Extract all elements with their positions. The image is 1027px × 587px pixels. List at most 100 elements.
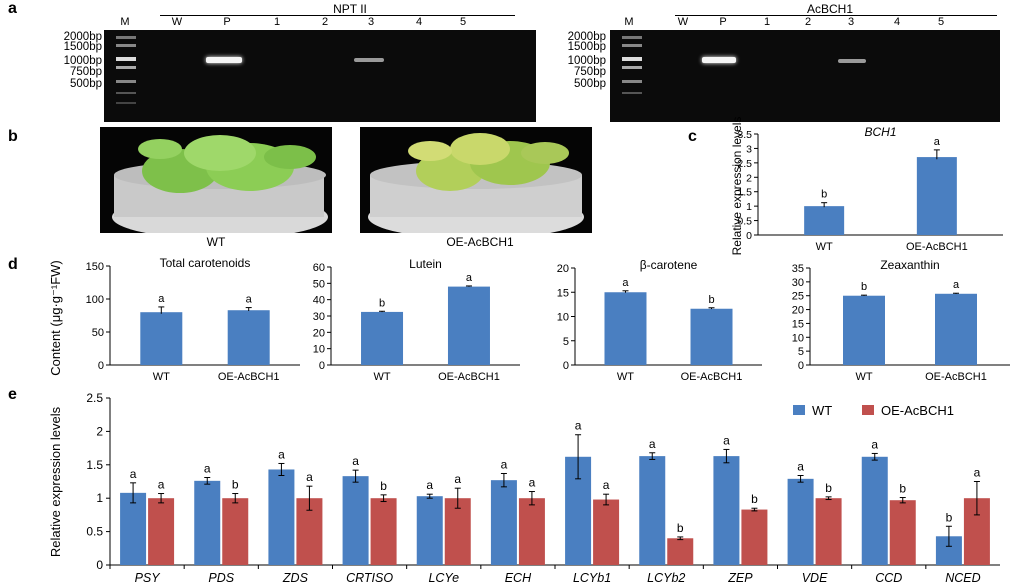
lane-label: 3 (847, 16, 855, 28)
x-tick-label: WT (373, 371, 390, 383)
lane-label: 1 (273, 16, 281, 28)
bar-ccd-oe (889, 500, 916, 565)
lane-label: 1 (763, 16, 771, 28)
y-tick-label: 0 (746, 230, 752, 242)
x-tick-label: NCED (945, 571, 980, 585)
significance-letter: a (204, 461, 211, 475)
significance-letter: a (130, 467, 137, 481)
y-tick-label: 20 (313, 327, 325, 339)
y-tick-label: 1 (746, 201, 752, 213)
y-tick-label: 10 (313, 344, 325, 356)
y-tick-label: 1 (96, 491, 103, 505)
y-tick-label: 30 (792, 277, 804, 289)
panel-label-a: a (8, 0, 17, 17)
significance-letter: a (501, 457, 508, 471)
y-tick-label: 15 (557, 287, 569, 299)
bar-lcye-wt (416, 496, 443, 565)
significance-letter: a (871, 437, 878, 451)
lane-label: W (171, 16, 183, 28)
lane-label: 5 (459, 16, 467, 28)
y-tick-label: 35 (792, 263, 804, 275)
y-tick-label: 0 (96, 558, 103, 572)
y-tick-label: 0 (798, 360, 804, 372)
chart-title: Lutein (409, 257, 442, 271)
ladder-label: 2000bp (567, 31, 606, 43)
y-axis-title: Relative expression levels (730, 117, 744, 256)
gel-title: NPT II (333, 2, 367, 16)
oe-plant-image (368, 133, 584, 233)
significance-letter: b (380, 479, 387, 493)
x-tick-label: OE-AcBCH1 (681, 371, 743, 383)
significance-letter: b (899, 482, 906, 496)
bar-ccd-wt (861, 456, 888, 565)
chart-title: Zeaxanthin (880, 258, 939, 272)
significance-letter: a (603, 478, 610, 492)
lane-label: 2 (804, 16, 812, 28)
significance-letter: a (352, 454, 359, 468)
lane-label: 3 (367, 16, 375, 28)
x-tick-label: OE-AcBCH1 (438, 371, 500, 383)
significance-letter: b (946, 510, 953, 524)
wt-plant-photo (100, 127, 332, 233)
y-tick-label: 10 (557, 312, 569, 324)
oe-plant-photo (360, 127, 592, 233)
significance-letter: a (454, 472, 461, 486)
bar-wt (843, 295, 885, 365)
ladder-label: 1500bp (567, 41, 606, 53)
gel-title-line (160, 15, 515, 16)
y-tick-label: 40 (313, 295, 325, 307)
bar-zds-wt (268, 469, 295, 565)
x-tick-label: PSY (135, 571, 162, 585)
legend-label-wt: WT (812, 403, 832, 418)
legend-label-oe: OE-AcBCH1 (881, 403, 954, 418)
bar-oe-acbch1 (227, 310, 270, 365)
bar-oe-acbch1 (447, 286, 490, 365)
significance-letter: b (379, 297, 385, 309)
bar-crtiso-oe (370, 498, 397, 565)
y-tick-label: 1.5 (737, 187, 752, 199)
bar-zep-oe (741, 509, 768, 565)
bar-wt (604, 292, 647, 365)
x-tick-label: ZEP (727, 571, 753, 585)
panel-label-b: b (8, 128, 18, 145)
y-tick-label: 2 (96, 424, 103, 438)
lane-label: 5 (937, 16, 945, 28)
y-tick-label: 1.5 (86, 458, 103, 472)
y-tick-label: 5 (798, 346, 804, 358)
y-tick-label: 60 (313, 262, 325, 274)
ladder-label: 750bp (574, 66, 606, 78)
bar-lcyb1-oe (593, 499, 620, 565)
lane-label: M (624, 16, 634, 28)
y-axis-title: Content (μg·g⁻¹FW) (48, 260, 63, 375)
significance-letter: a (974, 466, 981, 480)
panel-label-e: e (8, 386, 17, 403)
significance-letter: b (861, 281, 867, 293)
x-tick-label: OE-AcBCH1 (218, 371, 280, 383)
lane-label: W (677, 16, 689, 28)
y-tick-label: 2.5 (737, 158, 752, 170)
x-tick-label: WT (153, 371, 170, 383)
x-tick-label: ZDS (282, 571, 309, 585)
bar-crtiso-wt (342, 476, 369, 565)
wt-plant-image (112, 135, 328, 233)
y-tick-label: 30 (313, 311, 325, 323)
bar-vde-oe (815, 498, 842, 565)
x-tick-label: CRTISO (346, 571, 393, 585)
bar-ech-wt (490, 480, 517, 565)
x-tick-label: LCYe (428, 571, 459, 585)
bar-wt (140, 312, 183, 365)
significance-letter: a (278, 447, 285, 461)
bar-lcyb2-oe (667, 538, 694, 565)
y-tick-label: 10 (792, 332, 804, 344)
bar-wt (361, 311, 404, 365)
y-axis-title: Relative expression levels (48, 406, 63, 557)
ladder-label: 500bp (574, 78, 606, 90)
lane-label: 2 (321, 16, 329, 28)
bar-wt (804, 206, 845, 235)
y-tick-label: 2.5 (86, 391, 103, 405)
significance-letter: a (953, 279, 960, 291)
significance-letter: b (708, 294, 714, 306)
significance-letter: a (575, 419, 582, 433)
bar-oe-acbch1 (935, 293, 977, 365)
y-tick-label: 0.5 (86, 525, 103, 539)
